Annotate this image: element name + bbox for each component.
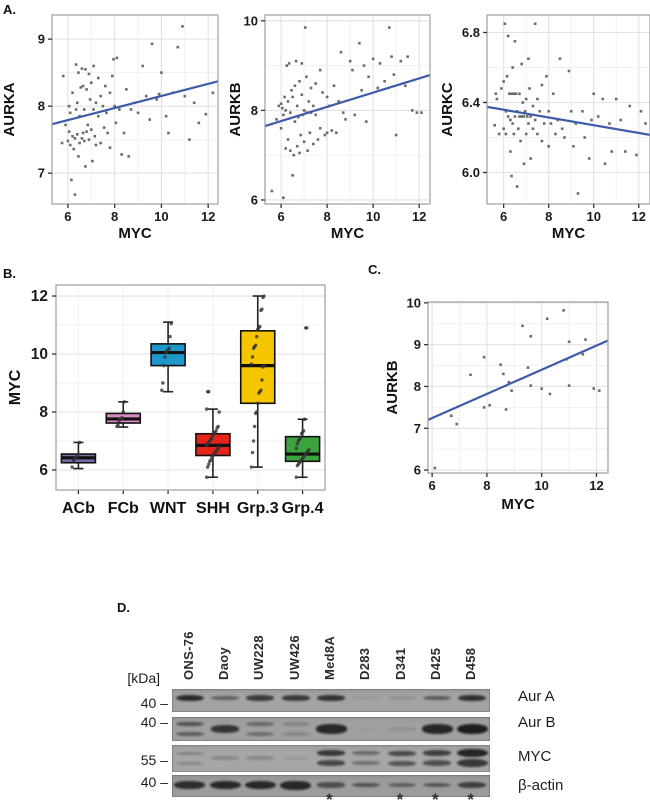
svg-text:8: 8 bbox=[324, 209, 331, 224]
lane-label-ons-76: ONS-76 bbox=[180, 631, 196, 680]
myc-subgroup-boxplot: ACb FCb WNT SHH Grp.3 Grp.4 6 8 10 12 MYC bbox=[7, 284, 326, 517]
svg-text:8: 8 bbox=[38, 99, 45, 114]
svg-text:10: 10 bbox=[366, 209, 380, 224]
blot-strip-3 bbox=[172, 745, 490, 772]
svg-text:7: 7 bbox=[414, 421, 421, 436]
svg-text:9: 9 bbox=[414, 337, 421, 352]
svg-text:10: 10 bbox=[534, 478, 548, 493]
blot-strip-1 bbox=[172, 689, 490, 712]
svg-text:6: 6 bbox=[500, 209, 507, 224]
western-blot-panel: D. [kDa] ONS-76 Daoy UW228 UW426 Med8A D283 D3… bbox=[0, 585, 650, 810]
svg-text:ACb: ACb bbox=[62, 500, 95, 517]
lane-label-d341: D341 bbox=[392, 647, 408, 680]
svg-text:MYC: MYC bbox=[552, 225, 586, 242]
svg-text:AURKC: AURKC bbox=[439, 82, 456, 136]
asterisk-d425: * bbox=[432, 790, 439, 809]
lane-label-uw228: UW228 bbox=[251, 635, 267, 680]
svg-text:6.4: 6.4 bbox=[462, 95, 481, 110]
lane-label-med8a: Med8A bbox=[322, 635, 337, 680]
asterisk-d458: * bbox=[467, 790, 474, 809]
lane-label-d425: D425 bbox=[428, 647, 443, 680]
svg-text:12: 12 bbox=[632, 209, 646, 224]
svg-text:10: 10 bbox=[31, 346, 48, 363]
panel-c-label: C. bbox=[368, 262, 381, 277]
blot-row-label-aur-b: Aur B bbox=[518, 714, 556, 731]
svg-text:AURKB: AURKB bbox=[384, 360, 401, 414]
svg-text:6: 6 bbox=[251, 192, 258, 207]
svg-text:6: 6 bbox=[39, 462, 48, 479]
svg-text:MYC: MYC bbox=[331, 225, 365, 242]
kda-marker--actin: 40 – bbox=[140, 774, 168, 790]
svg-text:8: 8 bbox=[251, 103, 258, 118]
kda-marker-aur-a: 40 – bbox=[140, 695, 168, 711]
svg-text:SHH: SHH bbox=[196, 500, 230, 517]
svg-text:MYC: MYC bbox=[7, 369, 24, 405]
svg-text:8: 8 bbox=[39, 404, 48, 421]
blot-row-label-myc: MYC bbox=[518, 748, 552, 765]
svg-text:10: 10 bbox=[586, 209, 600, 224]
kda-marker-aur-b: 40 – bbox=[140, 714, 168, 730]
aurkc-vs-myc-scatter: 6 8 10 12 6.0 6.4 6.8 MYC AURKC bbox=[439, 14, 650, 242]
svg-text:9: 9 bbox=[38, 32, 45, 47]
svg-text:8: 8 bbox=[483, 478, 490, 493]
svg-text:12: 12 bbox=[412, 209, 426, 224]
svg-text:6: 6 bbox=[414, 463, 421, 478]
lane-label-daoy: Daoy bbox=[216, 647, 231, 680]
svg-text:12: 12 bbox=[201, 209, 215, 224]
svg-text:10: 10 bbox=[154, 209, 168, 224]
asterisk-med8a: * bbox=[326, 790, 333, 809]
blot-row-label--actin: β-actin bbox=[518, 777, 564, 794]
svg-text:6: 6 bbox=[64, 209, 71, 224]
svg-text:6.8: 6.8 bbox=[462, 25, 480, 40]
svg-text:Grp.4: Grp.4 bbox=[282, 500, 324, 517]
svg-text:Grp.3: Grp.3 bbox=[237, 500, 279, 517]
svg-text:10: 10 bbox=[407, 295, 421, 310]
blot-row-label-aur-a: Aur A bbox=[518, 688, 555, 705]
svg-text:6: 6 bbox=[428, 478, 435, 493]
svg-text:7: 7 bbox=[38, 166, 45, 181]
panel-b-label: B. bbox=[3, 266, 16, 281]
lane-label-d458: D458 bbox=[463, 647, 479, 680]
lane-label-uw426: UW426 bbox=[286, 635, 302, 680]
svg-text:FCb: FCb bbox=[108, 500, 139, 517]
lane-label-d283: D283 bbox=[357, 647, 373, 680]
svg-text:8: 8 bbox=[545, 209, 552, 224]
asterisk-d341: * bbox=[396, 790, 404, 809]
svg-text:6: 6 bbox=[277, 209, 284, 224]
svg-text:MYC: MYC bbox=[501, 496, 535, 513]
svg-text:AURKA: AURKA bbox=[1, 82, 18, 136]
svg-text:10: 10 bbox=[244, 13, 258, 28]
blot-strip-4 bbox=[172, 775, 490, 797]
svg-text:8: 8 bbox=[111, 209, 118, 224]
svg-text:MYC: MYC bbox=[118, 225, 152, 242]
svg-text:12: 12 bbox=[589, 478, 603, 493]
panel-a-label: A. bbox=[3, 2, 16, 17]
svg-text:6.0: 6.0 bbox=[462, 165, 480, 180]
kda-marker-myc: 55 – bbox=[140, 752, 168, 768]
svg-text:AURKB: AURKB bbox=[227, 82, 244, 136]
aurka-vs-myc-scatter: 6 8 10 12 7 8 9 MYC AURKA bbox=[1, 14, 219, 242]
blot-strip-2 bbox=[172, 717, 490, 741]
panel-d-label: D. bbox=[117, 600, 130, 615]
kda-units-label: [kDa] bbox=[127, 670, 160, 686]
svg-text:12: 12 bbox=[31, 288, 48, 305]
svg-text:WNT: WNT bbox=[150, 500, 187, 517]
svg-text:8: 8 bbox=[414, 379, 421, 394]
aurkb-vs-myc-cellline-scatter: 6 8 10 12 6 7 8 9 10 MYC AURKB bbox=[384, 295, 609, 513]
